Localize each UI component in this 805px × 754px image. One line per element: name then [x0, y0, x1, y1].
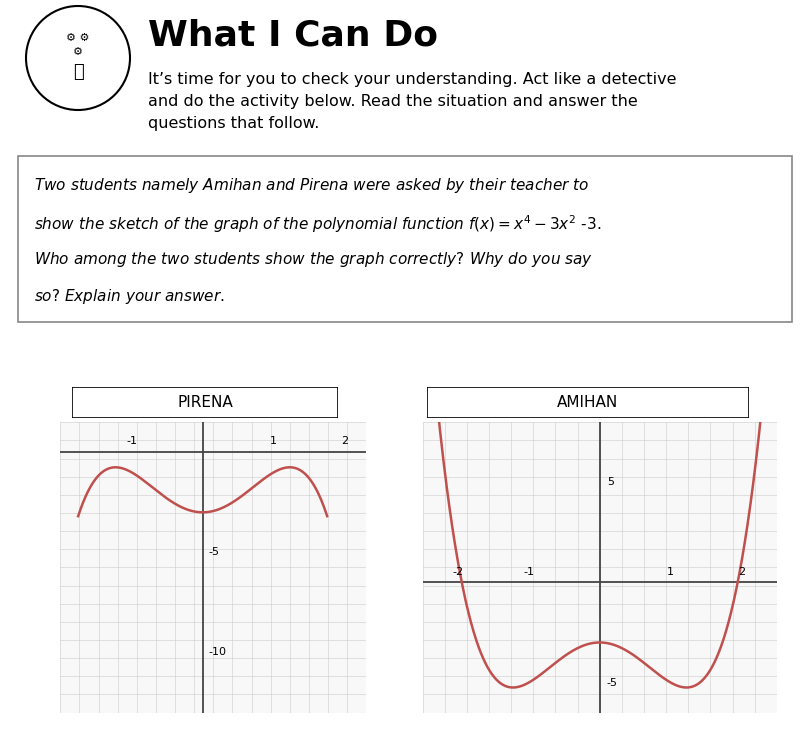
Text: $\mathit{Who\ among\ the\ two\ students\ show\ the\ graph\ correctly?\ Why\ do\ : $\mathit{Who\ among\ the\ two\ students\… [34, 250, 593, 269]
Text: ⚙: ⚙ [73, 47, 83, 57]
Text: -1: -1 [126, 437, 137, 446]
Text: -1: -1 [523, 566, 535, 577]
Text: ⚙ ⚙: ⚙ ⚙ [66, 33, 89, 43]
Text: It’s time for you to check your understanding. Act like a detective
and do the a: It’s time for you to check your understa… [148, 72, 676, 131]
Text: -10: -10 [208, 648, 227, 657]
Text: -5: -5 [208, 547, 220, 557]
Text: ✋: ✋ [72, 63, 84, 81]
Text: -5: -5 [607, 678, 617, 688]
FancyBboxPatch shape [427, 387, 749, 418]
FancyBboxPatch shape [72, 387, 338, 418]
Text: AMIHAN: AMIHAN [557, 395, 618, 410]
Text: 1: 1 [667, 566, 674, 577]
Text: 2: 2 [341, 437, 349, 446]
Text: What I Can Do: What I Can Do [148, 18, 438, 52]
Text: 2: 2 [738, 566, 745, 577]
Text: 5: 5 [607, 477, 613, 487]
Text: PIRENA: PIRENA [177, 395, 233, 410]
Text: $\mathit{so?\ Explain\ your\ answer.}$: $\mathit{so?\ Explain\ your\ answer.}$ [34, 287, 225, 306]
Text: $\mathit{Two\ students\ namely\ Amihan\ and\ Pirena\ were\ asked\ by\ their\ tea: $\mathit{Two\ students\ namely\ Amihan\ … [34, 176, 589, 195]
FancyBboxPatch shape [18, 156, 792, 322]
Text: $\mathit{show\ the\ sketch\ of\ the\ graph\ of\ the\ polynomial\ function\ }$$\m: $\mathit{show\ the\ sketch\ of\ the\ gra… [34, 213, 601, 234]
Text: -2: -2 [452, 566, 464, 577]
Text: 1: 1 [270, 437, 277, 446]
